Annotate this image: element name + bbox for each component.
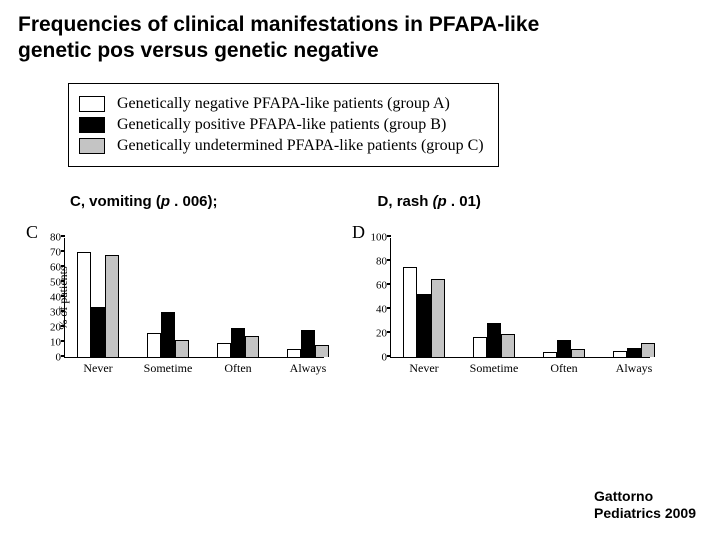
bar-group	[473, 323, 515, 357]
bar	[627, 348, 641, 356]
legend-box: Genetically negative PFAPA-like patients…	[68, 83, 499, 167]
bar	[403, 267, 417, 357]
legend-swatch	[79, 138, 105, 154]
bar-group	[543, 340, 585, 357]
bar	[147, 333, 161, 357]
y-tick-mark	[387, 331, 391, 333]
y-tick-label: 80	[50, 232, 65, 243]
legend-swatch	[79, 117, 105, 133]
legend-item: Genetically positive PFAPA-like patients…	[79, 116, 484, 134]
bar	[175, 340, 189, 357]
bar-group	[217, 328, 259, 357]
y-tick-mark	[387, 283, 391, 285]
bar-group	[613, 343, 655, 356]
panel-letter-d: D	[352, 222, 365, 243]
bar	[315, 345, 329, 357]
y-tick-mark	[387, 355, 391, 357]
bar	[231, 328, 245, 357]
y-tick-mark	[61, 250, 65, 252]
x-category-label: Sometime	[470, 357, 519, 376]
chart-panel-c: C 01020304050607080NeverSometimeOftenAlw…	[28, 228, 324, 358]
bar	[287, 349, 301, 357]
y-tick-label: 100	[371, 232, 392, 243]
bar	[501, 334, 515, 357]
bar	[473, 337, 487, 356]
y-tick-label: 0	[382, 352, 392, 363]
bar	[91, 307, 105, 357]
chart-panel-d: D 020406080100NeverSometimeOftenAlways	[354, 228, 650, 358]
bar	[245, 336, 259, 357]
y-tick-mark	[387, 235, 391, 237]
y-tick-mark	[387, 259, 391, 261]
y-tick-label: 20	[376, 328, 391, 339]
bar	[487, 323, 501, 357]
citation: Gattorno Pediatrics 2009	[594, 488, 696, 522]
y-tick-label: 80	[376, 256, 391, 267]
x-category-label: Always	[616, 357, 653, 376]
plot-area: 01020304050607080NeverSometimeOftenAlway…	[64, 238, 324, 358]
title-line1: Frequencies of clinical manifestations i…	[18, 13, 539, 36]
bar	[105, 255, 119, 357]
y-tick-label: 60	[376, 280, 391, 291]
bar	[161, 312, 175, 357]
x-category-label: Often	[224, 357, 251, 376]
charts-row: C 01020304050607080NeverSometimeOftenAlw…	[18, 228, 702, 358]
panel-subtitles: C, vomiting (p . 006); D, rash (p . 01)	[18, 193, 702, 210]
y-tick-mark	[61, 355, 65, 357]
title-line2: genetic pos versus genetic negative	[18, 39, 379, 62]
legend-item: Genetically negative PFAPA-like patients…	[79, 95, 484, 113]
bar	[301, 330, 315, 357]
legend-label: Genetically undetermined PFAPA-like pati…	[117, 137, 484, 155]
bar-group	[147, 312, 189, 357]
bar	[417, 294, 431, 356]
bar	[571, 349, 585, 356]
y-tick-mark	[61, 235, 65, 237]
y-tick-label: 0	[56, 352, 66, 363]
bar	[77, 252, 91, 357]
bar-group	[77, 252, 119, 357]
x-category-label: Always	[290, 357, 327, 376]
y-tick-label: 10	[50, 337, 65, 348]
page-title: Frequencies of clinical manifestations i…	[18, 12, 702, 65]
x-category-label: Never	[409, 357, 438, 376]
legend-swatch	[79, 96, 105, 112]
plot-area: 020406080100NeverSometimeOftenAlways	[390, 238, 650, 358]
bar	[217, 343, 231, 357]
bar	[431, 279, 445, 357]
legend-label: Genetically negative PFAPA-like patients…	[117, 95, 450, 113]
x-category-label: Often	[550, 357, 577, 376]
bar-group	[403, 267, 445, 357]
legend-item: Genetically undetermined PFAPA-like pati…	[79, 137, 484, 155]
y-tick-label: 70	[50, 247, 65, 258]
y-tick-label: 40	[376, 304, 391, 315]
citation-line1: Gattorno	[594, 488, 653, 504]
y-tick-mark	[61, 340, 65, 342]
y-axis-label: % of patients	[56, 266, 71, 329]
panel-letter-c: C	[26, 222, 38, 243]
y-tick-mark	[387, 307, 391, 309]
bar	[641, 343, 655, 356]
x-category-label: Never	[83, 357, 112, 376]
bar	[557, 340, 571, 357]
panel-c-subtitle: C, vomiting (p . 006);	[70, 193, 218, 210]
bar-group	[287, 330, 329, 357]
legend-label: Genetically positive PFAPA-like patients…	[117, 116, 446, 134]
panel-d-subtitle: D, rash (p . 01)	[378, 193, 481, 210]
citation-line2: Pediatrics 2009	[594, 505, 696, 521]
x-category-label: Sometime	[144, 357, 193, 376]
